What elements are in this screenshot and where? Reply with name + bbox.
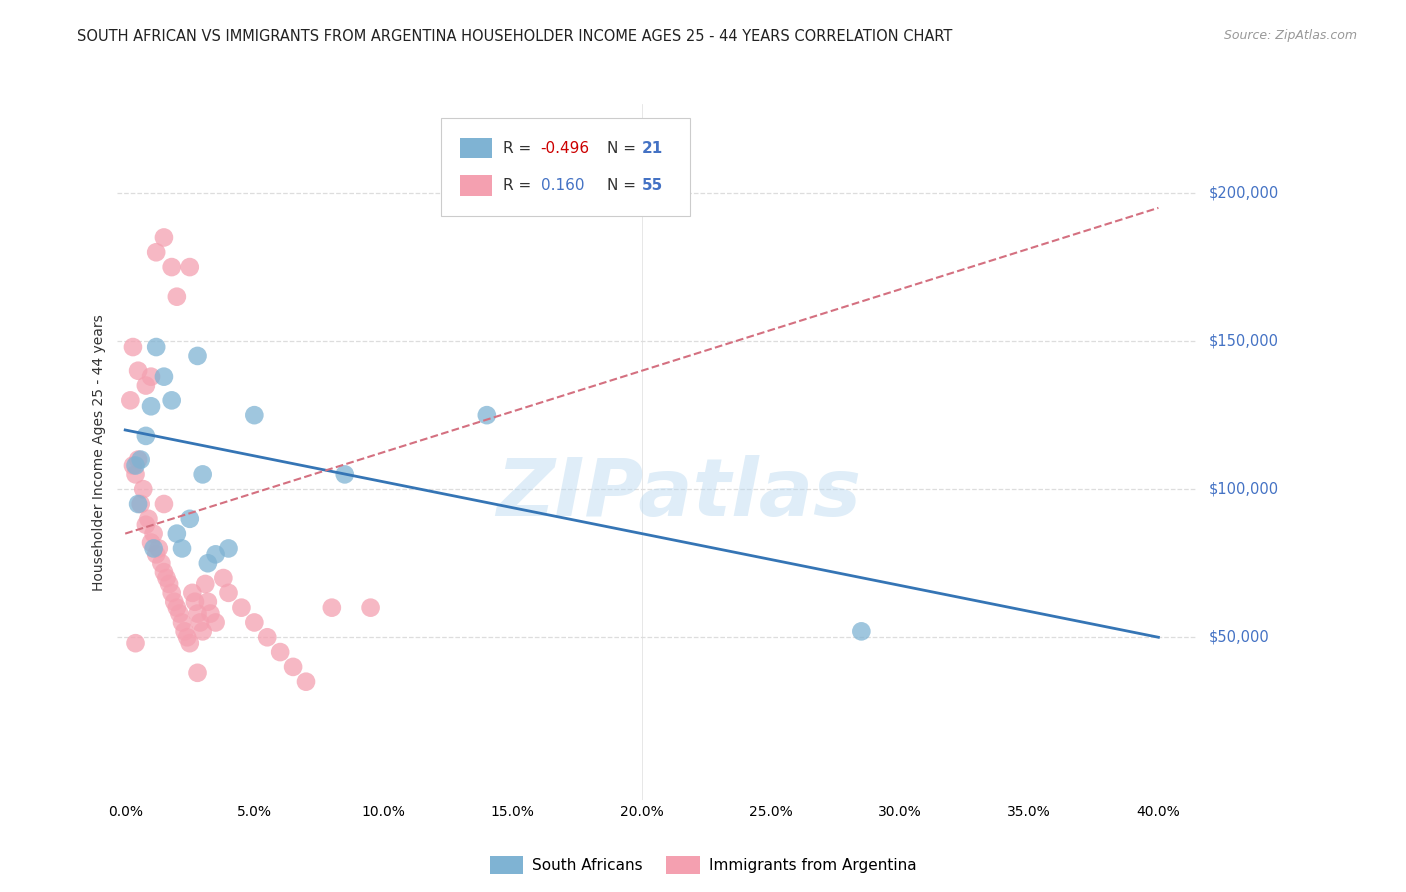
Text: $100,000: $100,000 (1208, 482, 1278, 497)
Point (160, 586, 183, 600)
Point (179, 512, 201, 526)
Point (129, 497, 152, 511)
Text: N =: N = (606, 178, 640, 194)
Text: R =: R = (503, 141, 536, 155)
Point (181, 586, 204, 600)
Point (360, 600, 382, 615)
Text: ZIPatlas: ZIPatlas (496, 455, 862, 533)
Point (295, 674, 318, 689)
Point (124, 458, 146, 473)
Point (197, 556, 219, 570)
Point (851, 624, 873, 639)
Point (321, 600, 343, 615)
Point (127, 364, 149, 378)
Point (148, 541, 170, 556)
Point (179, 636, 201, 650)
Point (186, 349, 208, 363)
Point (176, 630, 198, 644)
Point (170, 615, 193, 630)
Point (139, 535, 162, 549)
Text: SOUTH AFRICAN VS IMMIGRANTS FROM ARGENTINA HOUSEHOLDER INCOME AGES 25 - 44 YEARS: SOUTH AFRICAN VS IMMIGRANTS FROM ARGENTI… (77, 29, 953, 45)
Point (120, 393, 142, 408)
Point (256, 630, 278, 644)
Text: 55: 55 (643, 178, 664, 194)
Point (184, 595, 207, 609)
Point (135, 517, 157, 532)
Text: 0.160: 0.160 (541, 178, 583, 194)
Point (153, 497, 176, 511)
Point (145, 245, 167, 260)
Point (191, 467, 214, 482)
Point (153, 369, 176, 384)
Point (153, 565, 176, 579)
Point (204, 547, 226, 561)
Point (243, 408, 266, 422)
Point (145, 547, 167, 561)
Point (218, 541, 240, 556)
Point (139, 399, 162, 413)
Point (200, 607, 222, 621)
Point (243, 615, 266, 630)
Point (129, 452, 152, 467)
Point (186, 607, 208, 621)
Text: R =: R = (503, 178, 536, 194)
Point (166, 526, 188, 541)
FancyBboxPatch shape (460, 137, 492, 159)
Point (132, 482, 155, 496)
Point (170, 541, 193, 556)
Point (155, 571, 177, 585)
Point (145, 340, 167, 354)
Point (127, 452, 149, 467)
Point (166, 600, 188, 615)
Point (153, 230, 176, 244)
Point (124, 467, 146, 482)
Point (142, 526, 165, 541)
Point (204, 615, 226, 630)
Point (475, 408, 498, 422)
FancyBboxPatch shape (460, 175, 492, 196)
Text: $50,000: $50,000 (1208, 630, 1270, 645)
Point (138, 512, 160, 526)
Point (218, 586, 240, 600)
Point (135, 378, 157, 392)
Point (142, 541, 165, 556)
Point (212, 571, 235, 585)
Point (169, 607, 191, 621)
Point (269, 645, 291, 659)
Point (124, 636, 146, 650)
Point (179, 260, 201, 274)
Point (333, 467, 356, 482)
Point (122, 340, 145, 354)
Text: -0.496: -0.496 (541, 141, 589, 155)
Point (139, 369, 162, 384)
Point (188, 615, 211, 630)
Text: $200,000: $200,000 (1208, 186, 1278, 201)
Point (197, 595, 219, 609)
Y-axis label: Householder Income Ages 25 - 44 years: Householder Income Ages 25 - 44 years (93, 314, 107, 591)
Point (191, 624, 214, 639)
Point (163, 595, 186, 609)
Point (127, 497, 149, 511)
Point (160, 260, 183, 274)
Text: 21: 21 (643, 141, 664, 155)
Point (186, 665, 208, 680)
Point (231, 600, 253, 615)
Point (194, 577, 217, 591)
Text: $150,000: $150,000 (1208, 334, 1278, 349)
Point (157, 577, 180, 591)
Point (173, 624, 195, 639)
Text: Source: ZipAtlas.com: Source: ZipAtlas.com (1223, 29, 1357, 43)
Point (160, 393, 183, 408)
Text: N =: N = (606, 141, 640, 155)
Point (150, 556, 173, 570)
FancyBboxPatch shape (441, 118, 690, 216)
Legend: South Africans, Immigrants from Argentina: South Africans, Immigrants from Argentin… (484, 850, 922, 880)
Point (135, 429, 157, 443)
Point (166, 290, 188, 304)
Point (122, 458, 145, 473)
Point (281, 660, 304, 674)
